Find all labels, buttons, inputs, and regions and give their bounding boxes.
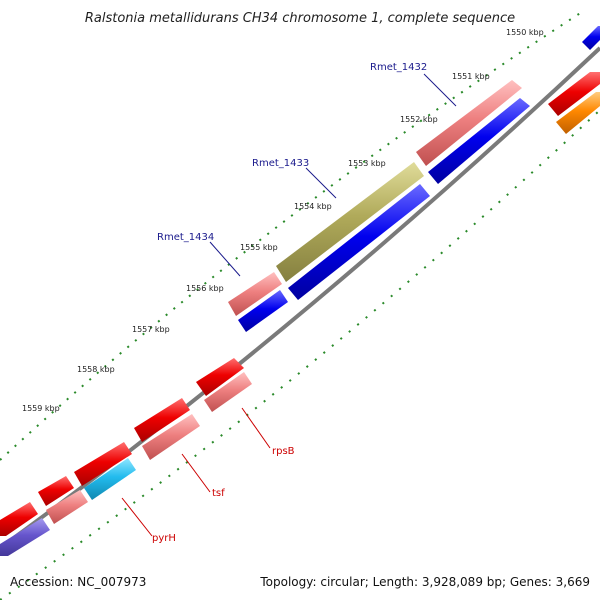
gene-label-pyrH[interactable]: pyrH: [152, 533, 176, 544]
cds-arrow-rpsB[interactable]: [196, 358, 244, 396]
gene-label-rmet-1433[interactable]: Rmet_1433: [252, 158, 309, 169]
tick-label: 1555 kbp: [240, 243, 278, 252]
cds-arrow-pyrH[interactable]: [84, 458, 136, 500]
cds-arrow[interactable]: [582, 26, 600, 50]
gene-label-rmet-1432[interactable]: Rmet_1432: [370, 62, 427, 73]
tick-label: 1551 kbp: [452, 72, 490, 81]
tick-label: 1552 kbp: [400, 115, 438, 124]
tick-label: 1557 kbp: [132, 325, 170, 334]
label-leaders: [121, 73, 457, 537]
summary-text: Topology: circular; Length: 3,928,089 bp…: [259, 575, 590, 589]
tick-label: 1550 kbp: [506, 28, 544, 37]
outer-tick-ring: [0, 9, 586, 461]
gene-label-tsf[interactable]: tsf: [212, 488, 225, 499]
feature-track: [0, 26, 600, 556]
cds-arrow-rmet-1433[interactable]: [276, 162, 424, 282]
tick-labels: 1550 kbp 1551 kbp 1552 kbp 1553 kbp 1554…: [22, 28, 544, 413]
cds-arrow[interactable]: [428, 98, 530, 184]
cds-arrow[interactable]: [0, 502, 38, 536]
gene-label-rmet-1434[interactable]: Rmet_1434: [157, 232, 214, 243]
cds-arrow[interactable]: [46, 490, 88, 524]
tick-label: 1558 kbp: [77, 365, 115, 374]
cds-arrow[interactable]: [204, 372, 252, 412]
cds-arrow-rmet-1432[interactable]: [416, 80, 522, 166]
inner-tick-ring: [0, 109, 600, 600]
cds-arrow-rmet-1434[interactable]: [228, 272, 282, 316]
cds-arrow[interactable]: [38, 476, 74, 506]
tick-label: 1556 kbp: [186, 284, 224, 293]
cds-arrow[interactable]: [548, 72, 600, 116]
cds-arrow[interactable]: [74, 442, 132, 486]
cds-arrow[interactable]: [238, 290, 288, 332]
tick-label: 1554 kbp: [294, 202, 332, 211]
tick-label: 1559 kbp: [22, 404, 60, 413]
cds-arrow[interactable]: [288, 184, 430, 300]
cds-arrow[interactable]: [556, 92, 600, 134]
gene-label-rpsB[interactable]: rpsB: [272, 446, 295, 457]
cds-arrow[interactable]: [0, 518, 50, 556]
accession-text: Accession: NC_007973: [10, 575, 146, 589]
gene-labels: Rmet_1432 Rmet_1433 Rmet_1434 rpsB tsf p…: [152, 62, 427, 544]
cds-arrow-tsf[interactable]: [134, 398, 190, 442]
cds-arrow[interactable]: [142, 414, 200, 460]
tick-label: 1553 kbp: [348, 159, 386, 168]
genome-backbone: [0, 46, 600, 550]
map-title: Ralstonia metallidurans CH34 chromosome …: [85, 11, 515, 26]
